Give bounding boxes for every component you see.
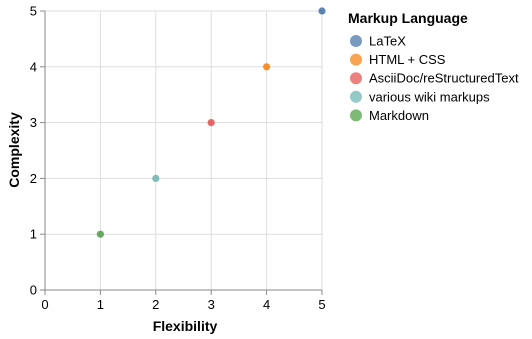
grid-layer xyxy=(44,10,323,291)
y-tick-label: 2 xyxy=(30,171,37,186)
data-point-latex[interactable] xyxy=(318,7,326,15)
legend-label: LaTeX xyxy=(369,34,406,49)
legend-label: various wiki markups xyxy=(369,89,490,104)
legend-swatch xyxy=(350,53,362,66)
data-point-html-css[interactable] xyxy=(263,63,271,71)
x-tick-label: 1 xyxy=(97,297,104,312)
data-point-markdown[interactable] xyxy=(96,230,104,238)
points-layer xyxy=(96,7,326,238)
data-point-various-wiki-markups[interactable] xyxy=(152,174,160,182)
legend-swatch xyxy=(350,35,362,47)
legend-swatch xyxy=(350,90,362,103)
x-axis-title: Flexibility xyxy=(153,318,218,334)
legend-label: HTML + CSS xyxy=(369,52,446,67)
x-tick-label: 4 xyxy=(263,297,270,312)
x-tick-label: 2 xyxy=(152,297,159,312)
legend: Markup Language LaTeX HTML + CSS AsciiDoc/… xyxy=(348,10,519,123)
legend-label: Markdown xyxy=(369,108,429,123)
y-tick-label: 4 xyxy=(30,59,37,74)
data-point-asciidoc-restructuredtext[interactable] xyxy=(207,119,215,127)
x-tick-label: 5 xyxy=(318,297,325,312)
y-axis-title: Complexity xyxy=(6,112,22,188)
y-tick-label: 3 xyxy=(30,115,37,130)
axis-layer: 0 1 2 3 4 5 0 1 2 3 4 5 xyxy=(30,4,326,313)
legend-swatch xyxy=(350,109,362,122)
x-tick-label: 3 xyxy=(208,297,215,312)
y-tick-label: 5 xyxy=(30,4,37,19)
legend-swatch xyxy=(350,72,362,85)
y-tick-label: 0 xyxy=(30,283,37,298)
y-tick-label: 1 xyxy=(30,227,37,242)
x-tick-label: 0 xyxy=(41,297,48,312)
legend-label: AsciiDoc/reStructuredText xyxy=(369,71,519,86)
legend-title: Markup Language xyxy=(348,10,468,26)
